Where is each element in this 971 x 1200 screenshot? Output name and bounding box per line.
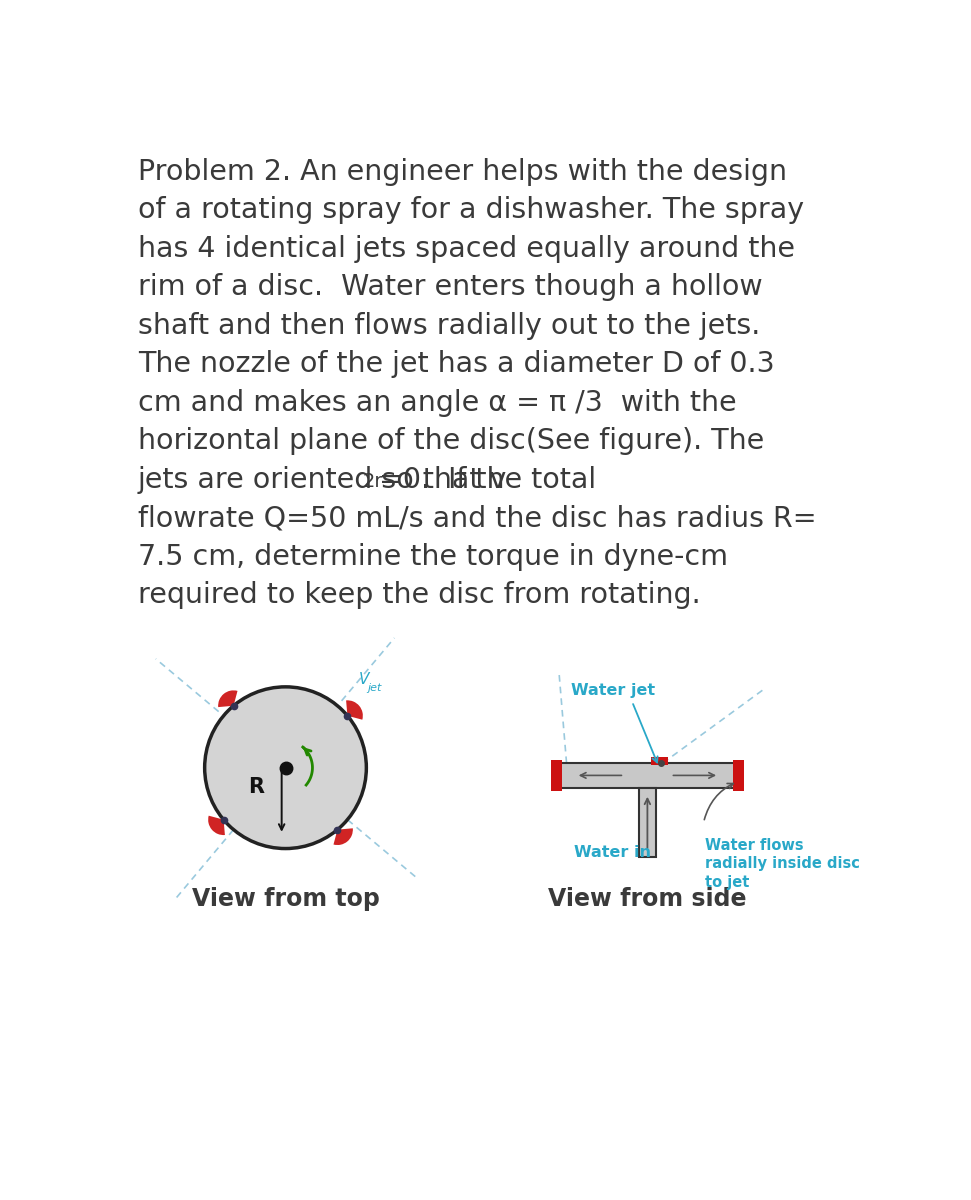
Text: Water in: Water in [574, 846, 652, 860]
Text: Water jet: Water jet [571, 683, 654, 697]
Text: jet: jet [367, 683, 382, 692]
Text: cm and makes an angle α = π /3  with the: cm and makes an angle α = π /3 with the [138, 389, 736, 416]
Wedge shape [346, 701, 363, 720]
Bar [639, 787, 655, 857]
Text: 2r: 2r [362, 472, 383, 491]
Bar [552, 760, 562, 791]
Text: View from side: View from side [549, 887, 747, 911]
Text: required to keep the disc from rotating.: required to keep the disc from rotating. [138, 581, 700, 610]
Text: of a rotating spray for a dishwasher. The spray: of a rotating spray for a dishwasher. Th… [138, 197, 804, 224]
Text: Problem 2. An engineer helps with the design: Problem 2. An engineer helps with the de… [138, 158, 787, 186]
Text: jets are oriented so that v: jets are oriented so that v [138, 466, 507, 494]
Text: 7.5 cm, determine the torque in dyne-cm: 7.5 cm, determine the torque in dyne-cm [138, 542, 727, 571]
Text: has 4 identical jets spaced equally around the: has 4 identical jets spaced equally arou… [138, 235, 794, 263]
Circle shape [205, 686, 366, 848]
Bar [652, 757, 668, 764]
Bar [559, 763, 736, 787]
Text: flowrate Q=50 mL/s and the disc has radius R=: flowrate Q=50 mL/s and the disc has radi… [138, 504, 817, 533]
Text: shaft and then flows radially out to the jets.: shaft and then flows radially out to the… [138, 312, 760, 340]
Wedge shape [208, 816, 225, 835]
Text: V: V [358, 672, 369, 686]
Wedge shape [218, 690, 238, 707]
Text: horizontal plane of the disc(See figure). The: horizontal plane of the disc(See figure)… [138, 427, 764, 455]
Text: =0.  If the total: =0. If the total [380, 466, 596, 494]
Text: The nozzle of the jet has a diameter D of 0.3: The nozzle of the jet has a diameter D o… [138, 350, 774, 378]
Text: Water flows
radially inside disc
to jet: Water flows radially inside disc to jet [705, 838, 860, 890]
Wedge shape [333, 828, 352, 845]
Bar [733, 760, 744, 791]
Text: R: R [248, 776, 264, 797]
Text: View from top: View from top [191, 887, 380, 911]
Text: rim of a disc.  Water enters though a hollow: rim of a disc. Water enters though a hol… [138, 274, 762, 301]
